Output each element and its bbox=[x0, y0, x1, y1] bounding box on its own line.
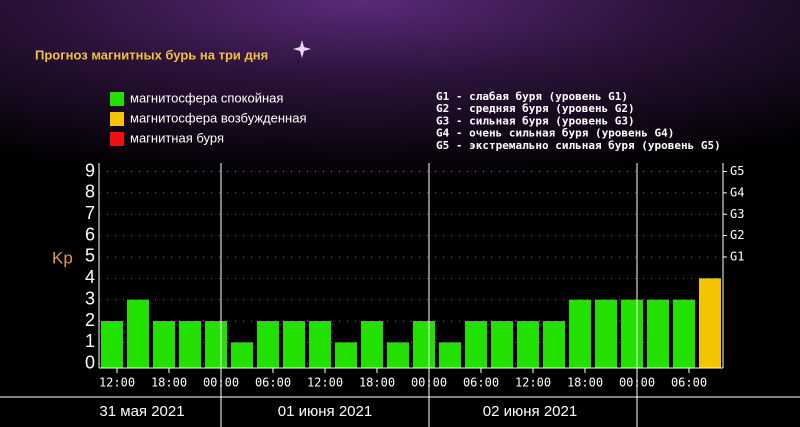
bar bbox=[231, 342, 253, 368]
bar bbox=[127, 299, 149, 368]
legend-swatch bbox=[110, 92, 124, 106]
bar bbox=[101, 321, 123, 368]
bar bbox=[595, 299, 617, 368]
bar bbox=[465, 321, 487, 368]
x-tick-label: 12:00 bbox=[307, 376, 343, 390]
y-tick-label: 0 bbox=[85, 352, 95, 372]
bar bbox=[179, 321, 201, 368]
bar bbox=[153, 321, 175, 368]
y-tick-label: 8 bbox=[85, 182, 95, 202]
x-tick-label: 06:00 bbox=[255, 376, 291, 390]
x-tick-label: 18:00 bbox=[567, 376, 603, 390]
bar bbox=[309, 321, 331, 368]
bar bbox=[205, 321, 227, 368]
scale-note: G1 - слабая буря (уровень G1) bbox=[436, 90, 628, 103]
legend-label: магнитная буря bbox=[130, 130, 224, 145]
y-tick-label: 5 bbox=[85, 246, 95, 266]
y-tick-label: 4 bbox=[85, 267, 95, 287]
bar bbox=[621, 299, 643, 368]
bar bbox=[491, 321, 513, 368]
y2-tick-label: G1 bbox=[730, 249, 744, 263]
date-label: 02 июня 2021 bbox=[483, 403, 577, 420]
legend-swatch bbox=[110, 112, 124, 126]
x-tick-label: 06:00 bbox=[671, 376, 707, 390]
y2-tick-label: G2 bbox=[730, 228, 744, 242]
scale-note: G4 - очень сильная буря (уровень G4) bbox=[436, 127, 674, 140]
y-tick-label: 3 bbox=[85, 288, 95, 308]
bar bbox=[673, 299, 695, 368]
date-label: 31 мая 2021 bbox=[99, 403, 184, 420]
y-tick-label: 7 bbox=[85, 203, 95, 223]
bar bbox=[647, 299, 669, 368]
bar bbox=[387, 342, 409, 368]
bar bbox=[413, 321, 435, 368]
y-tick-label: 9 bbox=[85, 160, 95, 180]
bar bbox=[699, 278, 721, 368]
y-tick-label: 6 bbox=[85, 224, 95, 244]
y-tick-label: 2 bbox=[85, 310, 95, 330]
sky bbox=[0, 0, 800, 200]
y2-tick-label: G3 bbox=[730, 207, 744, 221]
x-tick-label: 12:00 bbox=[515, 376, 551, 390]
y-axis-label: Kp bbox=[52, 248, 73, 267]
x-tick-label: 12:00 bbox=[99, 376, 135, 390]
scale-note: G5 - экстремально сильная буря (уровень … bbox=[436, 139, 721, 152]
chart-title: Прогноз магнитных бурь на три дня bbox=[35, 47, 268, 62]
bar bbox=[335, 342, 357, 368]
bar bbox=[257, 321, 279, 368]
bar bbox=[569, 299, 591, 368]
bar bbox=[439, 342, 461, 368]
x-tick-label: 18:00 bbox=[151, 376, 187, 390]
scale-note: G3 - сильная буря (уровень G3) bbox=[436, 114, 635, 127]
date-label: 01 июня 2021 bbox=[278, 403, 372, 420]
y-tick-label: 1 bbox=[85, 331, 95, 351]
x-tick-label: 06:00 bbox=[463, 376, 499, 390]
y2-tick-label: G4 bbox=[730, 185, 744, 199]
legend-label: магнитосфера возбужденная bbox=[130, 110, 307, 125]
bar bbox=[517, 321, 539, 368]
scale-note: G2 - средняя буря (уровень G2) bbox=[436, 102, 635, 115]
bar bbox=[543, 321, 565, 368]
legend-swatch bbox=[110, 132, 124, 146]
bar bbox=[361, 321, 383, 368]
x-tick-label: 18:00 bbox=[359, 376, 395, 390]
bar bbox=[283, 321, 305, 368]
legend-label: магнитосфера спокойная bbox=[130, 90, 283, 105]
star bbox=[293, 40, 311, 58]
y2-tick-label: G5 bbox=[730, 164, 744, 178]
